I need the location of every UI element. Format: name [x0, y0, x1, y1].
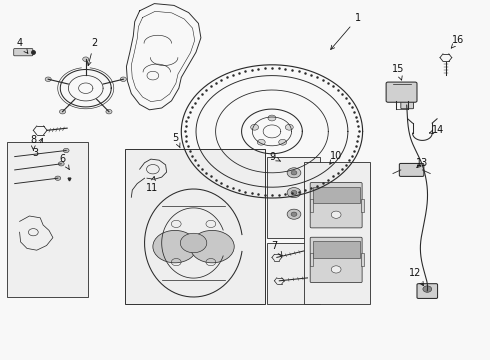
Circle shape — [153, 230, 197, 263]
Circle shape — [63, 148, 69, 153]
Circle shape — [291, 212, 297, 216]
Bar — [361, 199, 364, 212]
Bar — [361, 253, 364, 266]
Text: 13: 13 — [416, 158, 428, 168]
Circle shape — [190, 230, 234, 263]
Bar — [313, 241, 360, 258]
Circle shape — [279, 139, 287, 145]
Circle shape — [287, 168, 301, 178]
Text: 4: 4 — [17, 38, 28, 53]
FancyBboxPatch shape — [310, 183, 362, 228]
FancyBboxPatch shape — [399, 163, 424, 176]
Circle shape — [180, 233, 207, 253]
Circle shape — [423, 286, 432, 292]
Circle shape — [58, 162, 64, 166]
Circle shape — [291, 190, 297, 195]
Circle shape — [251, 124, 259, 130]
FancyBboxPatch shape — [417, 284, 438, 298]
Text: 5: 5 — [172, 132, 180, 148]
Bar — [7, 142, 88, 297]
Circle shape — [257, 139, 265, 145]
Bar — [267, 157, 320, 238]
FancyBboxPatch shape — [14, 49, 33, 56]
Circle shape — [291, 171, 297, 175]
Circle shape — [83, 57, 89, 62]
Circle shape — [268, 115, 276, 121]
FancyBboxPatch shape — [310, 237, 362, 283]
Circle shape — [59, 109, 66, 114]
Text: 7: 7 — [271, 240, 282, 256]
Text: 2: 2 — [87, 38, 97, 66]
Circle shape — [331, 266, 341, 273]
Text: 10: 10 — [330, 150, 342, 164]
FancyBboxPatch shape — [401, 101, 414, 109]
Circle shape — [55, 176, 61, 180]
Text: 11: 11 — [146, 176, 158, 193]
Text: 15: 15 — [392, 64, 404, 80]
Circle shape — [106, 109, 112, 114]
Circle shape — [287, 209, 301, 219]
Text: 9: 9 — [269, 152, 280, 162]
Text: 1: 1 — [331, 13, 361, 49]
Circle shape — [45, 77, 51, 81]
Circle shape — [120, 77, 126, 81]
Text: 16: 16 — [451, 35, 465, 48]
Circle shape — [287, 188, 301, 198]
Text: 6: 6 — [60, 154, 69, 170]
Text: 12: 12 — [409, 268, 423, 285]
Bar — [313, 186, 360, 203]
Circle shape — [331, 211, 341, 218]
Bar — [310, 199, 313, 212]
Text: 8: 8 — [30, 135, 36, 150]
Bar — [304, 162, 370, 304]
Text: 3: 3 — [32, 138, 43, 158]
Bar — [125, 149, 265, 304]
Text: 14: 14 — [429, 125, 445, 135]
Circle shape — [285, 124, 293, 130]
FancyBboxPatch shape — [386, 82, 417, 102]
Bar — [267, 243, 320, 304]
Bar — [310, 253, 313, 266]
